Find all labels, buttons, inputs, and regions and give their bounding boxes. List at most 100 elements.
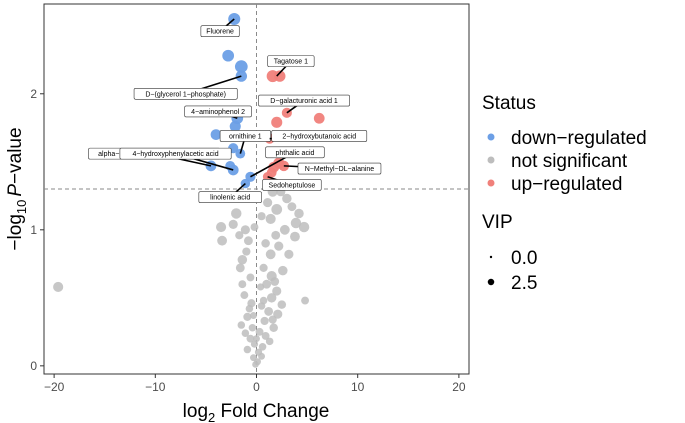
point-annotation: 4−hydroxyphenylacetic acid — [119, 147, 234, 171]
legend-vip-key — [489, 255, 493, 259]
data-point-ns — [269, 323, 278, 333]
data-point-ns — [250, 223, 259, 232]
annotation-label: 4−aminophenol 2 — [191, 109, 245, 116]
data-point-ns — [259, 296, 268, 305]
data-point-down — [210, 129, 222, 140]
legend-status-title: Status — [482, 93, 536, 114]
legend-vip-key — [487, 278, 495, 286]
data-point-ns — [264, 307, 274, 316]
data-point-ns — [273, 309, 283, 319]
annotation-label: D−galacturonic acid 1 — [270, 98, 338, 105]
annotation-label-box — [297, 162, 382, 175]
point-annotation: linolenic acid — [198, 182, 262, 203]
data-point-ns — [252, 361, 259, 368]
annotation-label-box — [267, 55, 315, 67]
point-annotations: Fluorene D−(glycerol 1−phosphate) 4−aminop… — [88, 18, 382, 203]
annotation-label-box — [262, 179, 322, 191]
point-annotation: ornithine 1 — [219, 130, 271, 154]
annotation-label: linolenic acid — [210, 195, 250, 202]
data-point-ns — [298, 221, 310, 233]
data-point-ns — [243, 312, 252, 321]
annotation-label: D−(glycerol 1−phosphate) — [145, 91, 226, 98]
annotation-label-box — [219, 130, 271, 142]
data-point-ns — [271, 230, 281, 240]
data-point-ns — [294, 208, 304, 219]
data-point-up — [274, 70, 286, 82]
annotation-label: N−Methyl−DL−alanine — [305, 166, 375, 173]
legend-label-down: down−regulated — [511, 128, 647, 149]
annotation-label-box — [184, 105, 252, 118]
point-annotation: D−(glycerol 1−phosphate) — [133, 75, 242, 100]
annotation-label: Fluorene — [206, 29, 234, 36]
data-point-ns — [245, 304, 254, 313]
annotation-label: phthalic acid — [275, 150, 314, 157]
legend-key-down — [487, 133, 495, 141]
y-tick-label: 0 — [30, 359, 37, 373]
data-point-ns — [268, 315, 277, 324]
data-point-ns — [237, 321, 246, 329]
data-point-ns — [216, 222, 227, 233]
data-point-ns — [257, 212, 266, 221]
data-point-ns — [282, 193, 292, 204]
point-annotation: D−galacturonic acid 1 — [258, 94, 350, 114]
data-point-ns — [246, 334, 255, 343]
data-point-ns — [255, 327, 264, 336]
data-point-down — [234, 60, 248, 73]
data-point-ns — [261, 239, 270, 248]
point-annotation: Fluorene — [200, 18, 240, 38]
legend-label-ns: not significant — [511, 151, 628, 172]
data-point-ns — [242, 247, 251, 256]
data-point-ns — [270, 277, 280, 286]
data-point-ns — [258, 352, 266, 360]
annotation-label-box — [258, 94, 350, 107]
data-point-ns — [266, 293, 277, 303]
data-point-ns — [284, 249, 294, 259]
data-point-down — [229, 120, 241, 132]
data-point-ns — [265, 337, 274, 346]
data-point-down — [222, 49, 235, 62]
annotation-label: 4−hydroxyphenylacetic acid — [132, 151, 218, 158]
annotation-label-box — [265, 146, 325, 159]
data-point-ns — [263, 198, 273, 208]
point-annotation: 2−hydroxybutanoic acid — [269, 130, 368, 142]
annotation-label: 2−hydroxybutanoic acid — [282, 133, 356, 140]
y-tick-label: 1 — [30, 223, 37, 237]
legend-vip-label: 2.5 — [511, 273, 537, 294]
legend-key-up — [487, 179, 495, 187]
data-point-ns — [265, 249, 276, 260]
data-point-ns — [250, 340, 259, 348]
x-tick-label: 20 — [452, 380, 466, 394]
y-tick-label: 2 — [30, 87, 37, 101]
data-point-up — [271, 116, 283, 128]
data-point-ns — [278, 265, 288, 276]
data-point-ns — [253, 335, 260, 343]
data-point-ns — [259, 263, 268, 272]
data-point-up — [313, 112, 325, 124]
x-tick-label: 10 — [351, 380, 365, 394]
point-annotation: Tagatose 1 — [267, 55, 315, 77]
x-axis-ticks: −20 −10 0 10 20 — [44, 374, 466, 394]
data-point-ns — [238, 280, 247, 289]
point-annotation: phthalic acid — [250, 146, 325, 178]
annotation-label-box — [200, 25, 240, 38]
data-point-ns — [277, 300, 287, 309]
annotation-label-box — [198, 191, 262, 203]
data-point-ns — [265, 213, 276, 224]
data-point-ns — [274, 241, 284, 251]
data-point-ns — [256, 283, 265, 291]
data-point-ns — [53, 281, 64, 293]
annotation-label: ornithine 1 — [229, 133, 262, 140]
data-point-ns — [235, 263, 245, 273]
x-tick-label: −10 — [145, 380, 166, 394]
data-point-ns — [262, 279, 272, 289]
data-point-ns — [260, 316, 269, 326]
data-point-ns — [243, 345, 252, 354]
data-point-ns — [290, 217, 302, 229]
data-point-ns — [271, 204, 283, 215]
annotation-label-box — [271, 130, 368, 142]
data-point-ns — [248, 323, 257, 332]
annotation-label-box — [119, 147, 232, 160]
